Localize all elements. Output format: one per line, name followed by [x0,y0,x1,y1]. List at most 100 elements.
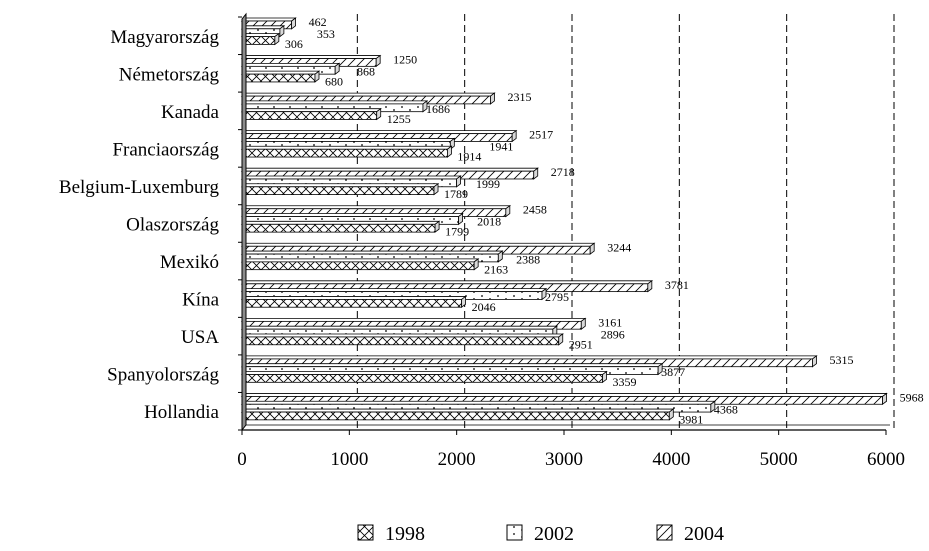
data-label-spanyolország-2002: 3877 [661,365,685,379]
bar-olaszország-1998-top [240,220,441,225]
bar-kanada-1998-top [240,108,382,113]
legend-label: 2002 [534,523,574,545]
bar-kína-1998 [240,295,467,309]
bar-spanyolország-1998-end [602,370,607,384]
bar-németország-1998 [240,70,321,83]
bar-olaszország-2002-end [458,212,463,226]
category-label: Olaszország [126,215,219,236]
bar-kanada-1998 [240,107,382,121]
category-label: Kanada [161,102,220,123]
data-label-németország-2002: 868 [357,65,375,79]
bar-olaszország-2004-top [240,205,512,210]
data-label-hollandia-2002: 4368 [714,402,738,416]
category-label: Belgium-Luxemburg [59,177,220,198]
bar-hollandia-1998-top [240,408,675,413]
data-label-olaszország-2004: 2458 [523,203,547,217]
bar-usa-2004-top [240,317,587,322]
data-label-magyarország-2004: 462 [309,15,327,29]
legend-item-1998: 1998 [357,523,425,545]
bar-mexikó-2004-end [589,242,595,255]
legend-swatch [506,524,523,541]
category-label: USA [181,327,219,348]
bar-magyarország-1998-front [241,36,276,45]
data-label-franciaország-1998: 1914 [457,150,481,164]
bar-kanada-1998-end [376,107,382,121]
bar-franciaország-1998 [240,145,453,158]
bar-hollandia-2002-end [710,400,716,413]
bar-kína-2004-end [647,280,653,293]
bar-kína-1998-top [240,296,467,300]
bar-belgium-luxemburg-2002-top [240,175,462,180]
bar-kanada-2004-top [240,92,496,97]
bar-mexikó-1998-top [240,258,480,263]
data-label-belgium-luxemburg-1998: 1789 [444,187,468,201]
bar-olaszország-2002-top [240,213,464,217]
bar-spanyolország-1998 [240,370,608,384]
data-label-hollandia-1998: 3981 [679,412,703,426]
category-label: Spanyolország [107,365,219,386]
bar-kanada-1998-front [241,111,378,120]
bar-olaszország-2004-end [505,204,511,218]
bar-belgium-luxemburg-1998 [240,182,440,196]
bar-hollandia-1998 [240,408,675,421]
data-label-magyarország-2002: 353 [317,27,335,41]
bar-németország-2002-top [240,62,341,67]
bar-spanyolország-2002-top [240,363,664,368]
bar-franciaország-1998-end [447,145,452,158]
bar-németország-2002-end [334,62,340,75]
data-label-kína-1998: 2046 [472,300,496,314]
data-label-spanyolország-1998: 3359 [613,375,637,389]
category-label: Hollandia [144,402,219,423]
bar-kanada-2004-end [490,92,495,105]
bar-franciaország-2004-end [511,129,517,143]
bar-németország-1998-end [314,70,320,83]
bar-usa-2004 [240,317,587,330]
bar-magyarország-1998 [240,32,281,46]
data-label-mexikó-1998: 2163 [484,262,508,276]
x-tick-label: 4000 [652,449,690,470]
bar-németország-2004-end [375,54,381,68]
bar-spanyolország-2004-end [812,355,817,368]
bar-franciaország-1998-front [241,148,448,158]
bar-kína-2002-top [240,288,548,293]
category-label: Kína [182,290,220,311]
bar-németország-2002 [240,62,341,75]
bar-hollandia-2004-top [240,393,888,397]
data-label-belgium-luxemburg-2004: 2718 [551,165,575,179]
x-tick-label: 5000 [760,449,798,470]
bar-belgium-luxemburg-1998-end [433,182,439,196]
bar-magyarország-1998-end [274,32,280,46]
bar-mexikó-2004-top [240,242,596,247]
bar-franciaország-1998-top [240,145,453,150]
bar-spanyolország-2004-top [240,355,818,360]
bar-belgium-luxemburg-2002-end [456,175,461,188]
data-label-usa-2002: 2896 [601,327,625,341]
data-label-kína-2002: 2795 [545,290,569,304]
bar-kanada-2002-end [422,100,428,113]
bar-magyarország-2002-end [279,24,285,38]
data-label-franciaország-2002: 1941 [489,140,513,154]
data-label-spanyolország-2004: 5315 [829,353,853,367]
bar-kína-1998-end [461,295,467,309]
data-label-kína-2004: 3781 [665,278,689,292]
axes: Magyarország Németország Kanada Franciaorsz… [59,12,905,470]
bar-hollandia-1998-front [241,411,670,421]
legend-swatch [357,524,374,541]
bar-olaszország-1998-end [434,220,440,233]
data-label-franciaország-2004: 2517 [529,128,553,142]
bar-usa-1998-front [241,336,560,346]
bar-magyarország-2002-top [240,25,286,30]
bar-hollandia-1998-end [668,408,674,421]
data-label-kanada-2004: 2315 [507,90,531,104]
category-label: Magyarország [110,27,219,48]
bar-kína-2004-top [240,280,654,285]
category-label: Mexikó [160,252,219,273]
bar-mexikó-2002-top [240,250,504,255]
bar-belgium-luxemburg-1998-top [240,183,440,188]
bar-belgium-luxemburg-1998-front [241,186,435,195]
data-label-kanada-2002: 1686 [426,102,450,116]
bar-magyarország-2004-top [240,17,297,22]
bar-mexikó-2002 [240,250,504,263]
legend-label: 1998 [385,523,425,545]
